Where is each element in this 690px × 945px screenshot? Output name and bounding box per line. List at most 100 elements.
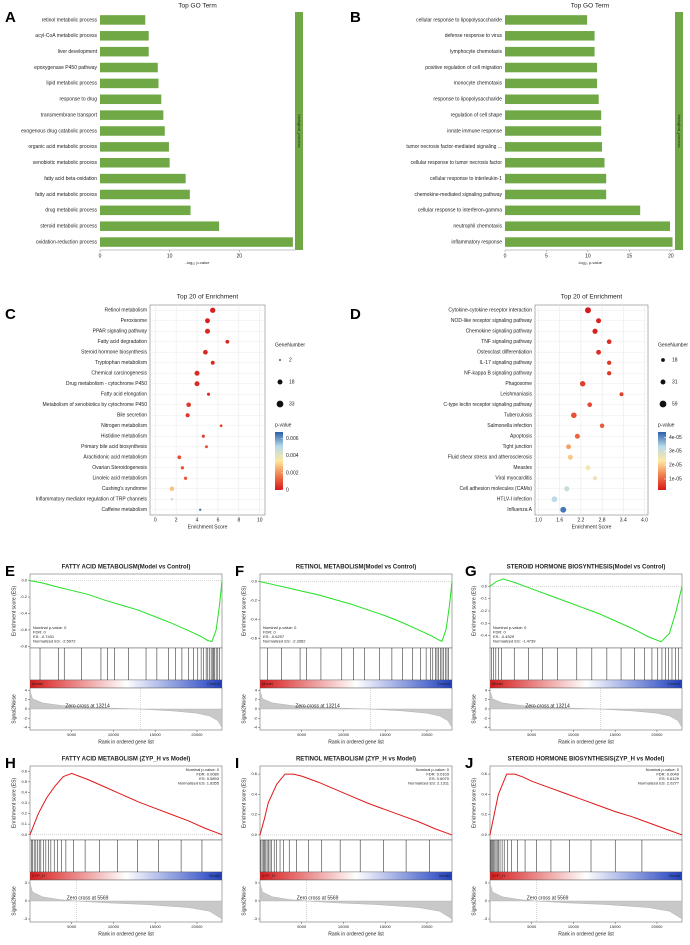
- bar: [100, 110, 164, 120]
- size-legend-title: GeneNumber: [275, 342, 305, 348]
- zero-cross-text: Zero cross at 13214: [65, 703, 110, 709]
- y-axis-label: Signal2Noise: [11, 886, 17, 916]
- hits-frame: [489, 647, 683, 681]
- category-label: fatty acid beta-oxidation: [44, 176, 97, 182]
- heat-label: Control: [437, 681, 450, 686]
- zero-cross-text: Zero cross at 13214: [525, 703, 570, 709]
- x-tick-label: 2.8: [599, 517, 606, 523]
- x-tick-label: 1.0: [535, 517, 542, 523]
- stat-text: Nominal p-value: 0: [416, 767, 450, 772]
- panel-letter: B: [350, 9, 361, 26]
- bubble: [206, 392, 211, 396]
- hits-frame: [29, 839, 223, 873]
- facet-strip: [675, 12, 683, 250]
- x-tick-label: 5000: [67, 732, 77, 737]
- y-tick-label: 0.0: [251, 579, 257, 584]
- y-tick-label: 2: [255, 697, 258, 702]
- x-tick-label: 5000: [297, 732, 307, 737]
- category-label: Inflammatory mediator regulation of TRP …: [36, 497, 148, 503]
- category-label: defense response to virus: [445, 33, 503, 39]
- chart-title: Top GO Term: [178, 3, 217, 10]
- size-legend-label: 2: [289, 357, 292, 363]
- color-tick-label: 1e-05: [669, 476, 682, 482]
- y-axis-label: Enrichment score (ES): [11, 586, 17, 637]
- size-legend-label: 18: [672, 357, 678, 363]
- x-axis-label: Rank in ordered gene list: [98, 739, 154, 745]
- rank-heat: [259, 679, 453, 689]
- category-label: Phagosome: [505, 381, 532, 387]
- category-label: monocyte chemotaxis: [454, 81, 503, 87]
- zero-cross-text: Zero cross at 13214: [295, 703, 340, 709]
- bubble: [606, 371, 612, 376]
- category-label: Tight junction: [502, 444, 532, 450]
- stat-text: Nominal p-value: 0: [33, 625, 67, 630]
- category-label: tumor necrosis factor-mediated signaling…: [406, 144, 502, 150]
- x-tick-label: 15000: [610, 924, 622, 929]
- x-tick-label: 8: [237, 517, 240, 523]
- x-tick-label: 2: [175, 517, 178, 523]
- hits-frame: [29, 647, 223, 681]
- category-label: cellular response to lipopolysaccharide: [416, 17, 502, 23]
- heat-label: ZYP_H: [32, 873, 45, 878]
- category-label: HTLV-I infection: [497, 497, 532, 503]
- y-tick-label: -0.2: [250, 598, 258, 603]
- y-axis-label: Signal2Noise: [471, 694, 477, 724]
- panel-letter: E: [5, 563, 15, 580]
- bar: [100, 189, 190, 200]
- y-tick-label: -0.6: [250, 636, 258, 641]
- stat-text: ES: 0.6129: [659, 776, 680, 781]
- y-tick-label: 0.3: [21, 800, 27, 805]
- x-axis-label: -log₁₀ p-value: [578, 260, 603, 265]
- bar: [505, 221, 671, 231]
- category-label: Retinol metabolism: [104, 308, 147, 314]
- heat-label: ZYP_H: [492, 873, 505, 878]
- bar: [505, 173, 607, 184]
- chart-title: STEROID HORMONE BIOSYNTHESIS(Model vs Co…: [507, 565, 666, 571]
- bubble: [574, 433, 580, 439]
- x-tick-label: 3.4: [620, 517, 627, 523]
- category-label: Metabolism of xenobiotics by cytochrome …: [43, 402, 148, 408]
- x-tick-label: 15: [627, 253, 633, 259]
- bubble: [619, 392, 624, 397]
- y-tick-label: -3: [23, 916, 27, 921]
- y-tick-label: 0.6: [21, 768, 27, 773]
- category-label: Influenza A: [507, 507, 532, 513]
- facet-label: biological_process: [297, 115, 302, 148]
- panel-letter: D: [350, 306, 361, 323]
- y-tick-label: 0.4: [251, 791, 257, 796]
- y-tick-label: 2: [25, 697, 28, 702]
- y-tick-label: 0.0: [481, 583, 487, 588]
- y-tick-label: 0.0: [21, 578, 27, 583]
- bubble: [185, 413, 190, 418]
- es-curve: [259, 773, 453, 836]
- category-label: positive regulation of cell migration: [425, 65, 502, 71]
- y-tick-label: -4: [253, 725, 257, 730]
- metric-area: [259, 690, 453, 729]
- stat-text: ES: -0.6297: [263, 634, 285, 639]
- heat-label: Model: [209, 873, 220, 878]
- y-tick-label: 0.5: [21, 779, 27, 784]
- hits-frame: [259, 839, 453, 873]
- y-axis-label: Enrichment score (ES): [471, 778, 477, 829]
- bubble: [219, 424, 223, 428]
- es-curve: [29, 580, 223, 642]
- color-tick-label: 4e-05: [669, 435, 682, 441]
- y-tick-label: -0.2: [480, 608, 488, 613]
- category-label: NF-kappa B signaling pathway: [464, 371, 532, 377]
- x-tick-label: 5000: [527, 924, 537, 929]
- zero-cross-text: Zero cross at 5569: [297, 895, 339, 901]
- category-label: TNF signaling pathway: [481, 339, 532, 345]
- size-legend-key: [276, 400, 284, 408]
- category-label: inflammatory response: [451, 239, 502, 245]
- category-label: innate immune response: [447, 128, 502, 134]
- color-legend-title: p-value: [275, 422, 292, 428]
- metric-area: [259, 882, 453, 920]
- bar: [505, 46, 595, 57]
- category-label: lipid metabolic process: [46, 81, 97, 87]
- category-label: Arachidonic acid metabolism: [83, 455, 147, 461]
- stat-text: Normalized ES: -2.3362: [263, 639, 306, 644]
- stat-text: Normalized ES: 2.1311: [408, 781, 450, 786]
- y-axis-label: Enrichment score (ES): [11, 778, 17, 829]
- y-axis-label: Signal2Noise: [241, 694, 247, 724]
